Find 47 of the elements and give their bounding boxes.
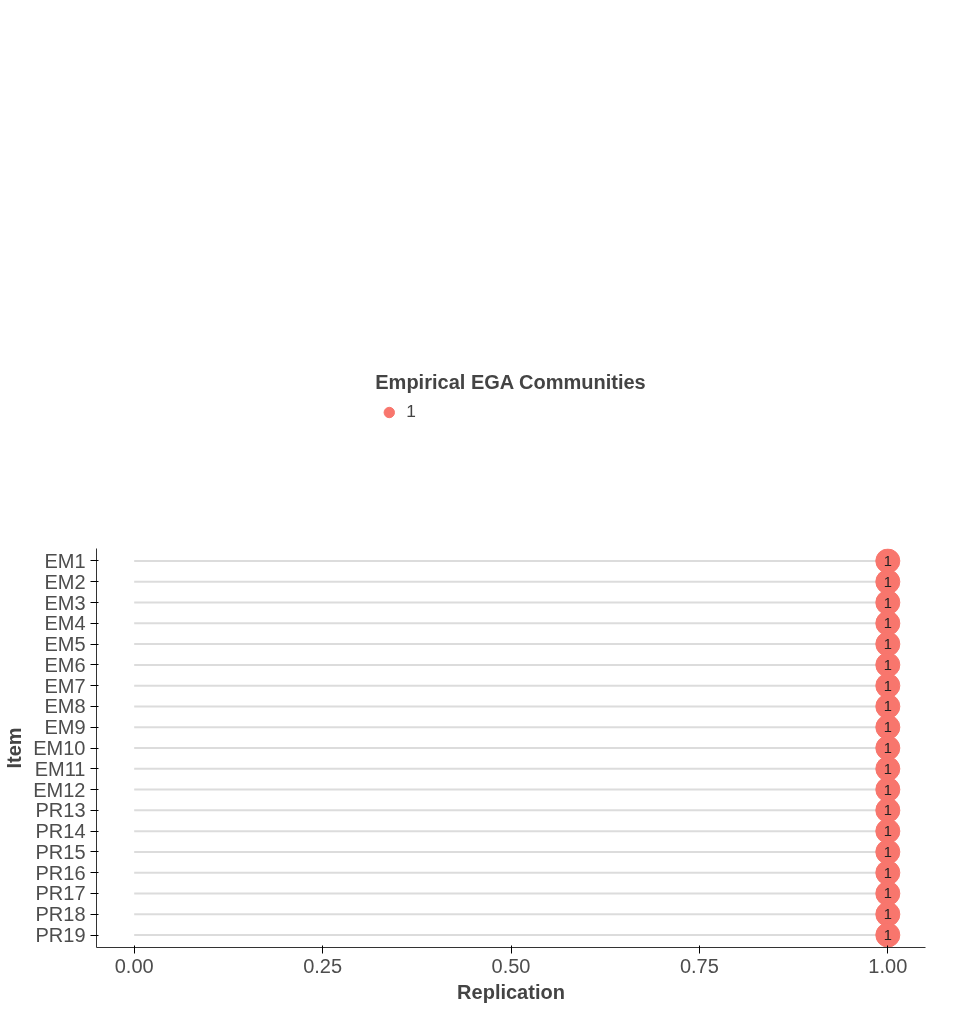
y-tick-label: EM7 <box>44 674 86 697</box>
x-tick-label: 0.50 <box>491 954 531 977</box>
y-tick-label: EM10 <box>33 737 86 759</box>
data-label: 1 <box>883 906 892 923</box>
data-label: 1 <box>883 656 892 673</box>
data-label: 1 <box>883 573 892 590</box>
data-label: 1 <box>883 615 892 632</box>
x-tick-label: 0.00 <box>114 954 154 977</box>
x-tick-label: 1.00 <box>868 954 908 977</box>
data-label: 1 <box>883 636 892 653</box>
data-label: 1 <box>883 802 892 819</box>
y-tick-label: PR19 <box>35 924 86 947</box>
data-label: 1 <box>883 677 892 694</box>
y-tick-label: PR17 <box>35 882 86 905</box>
y-tick-label: EM8 <box>44 695 86 718</box>
y-tick-label: PR15 <box>35 840 86 863</box>
data-label: 1 <box>883 843 892 860</box>
y-tick-label: EM1 <box>44 549 86 572</box>
data-label: 1 <box>883 864 892 881</box>
y-tick-label: PR14 <box>35 820 86 843</box>
y-tick-label: EM4 <box>44 612 86 635</box>
data-label: 1 <box>883 740 892 756</box>
legend-title: Empirical EGA Communities <box>375 370 646 394</box>
legend-label: 1 <box>406 401 417 422</box>
x-tick-label: 0.75 <box>679 954 719 977</box>
y-tick-label: EM3 <box>44 591 86 614</box>
data-label: 1 <box>883 927 892 944</box>
data-label: 1 <box>883 781 892 798</box>
y-tick-label: EM6 <box>44 653 86 676</box>
x-axis-title: Replication <box>457 980 565 1003</box>
y-tick-label: PR18 <box>35 903 86 926</box>
y-tick-label: EM12 <box>33 778 86 801</box>
data-label: 1 <box>883 552 892 569</box>
data-label: 1 <box>883 885 892 902</box>
y-tick-label: PR16 <box>35 861 86 884</box>
data-label: 1 <box>883 698 892 715</box>
data-label: 1 <box>883 823 892 840</box>
data-label: 1 <box>883 760 892 777</box>
x-tick-label: 0.25 <box>303 954 343 977</box>
data-label: 1 <box>883 594 892 611</box>
y-tick-label: EM11 <box>34 757 86 780</box>
y-axis-title: Item <box>3 727 26 769</box>
y-tick-label: EM9 <box>44 716 86 739</box>
y-tick-label: PR13 <box>35 799 86 822</box>
y-tick-label: EM2 <box>44 570 86 593</box>
y-tick-label: EM5 <box>44 633 86 656</box>
data-label: 1 <box>883 719 892 736</box>
